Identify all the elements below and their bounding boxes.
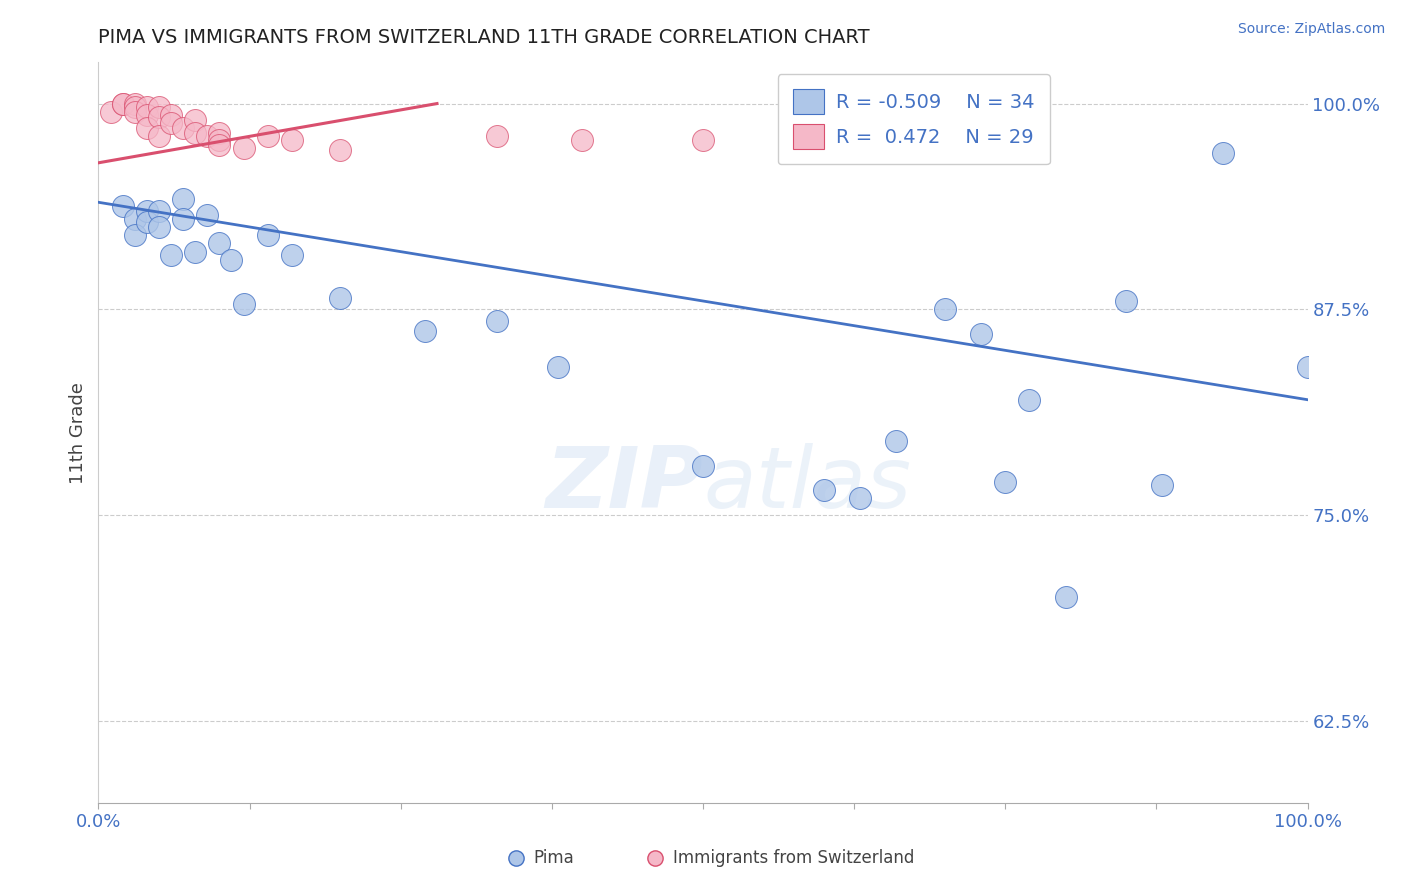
Point xyxy=(148,100,170,114)
Point xyxy=(208,236,231,251)
Point xyxy=(111,198,134,212)
Point xyxy=(135,215,157,229)
Point xyxy=(813,483,835,498)
Point xyxy=(172,121,194,136)
Text: PIMA VS IMMIGRANTS FROM SWITZERLAND 11TH GRADE CORRELATION CHART: PIMA VS IMMIGRANTS FROM SWITZERLAND 11TH… xyxy=(98,28,870,47)
Point xyxy=(281,133,304,147)
Point xyxy=(329,291,352,305)
Point xyxy=(1018,392,1040,407)
Point xyxy=(886,434,908,448)
Point xyxy=(970,326,993,341)
Point xyxy=(172,192,194,206)
Point xyxy=(1054,590,1077,604)
Text: Immigrants from Switzerland: Immigrants from Switzerland xyxy=(672,849,914,867)
Point xyxy=(897,133,920,147)
Point xyxy=(221,252,243,267)
Point xyxy=(100,104,122,119)
Point xyxy=(124,104,146,119)
Point xyxy=(486,129,509,144)
Point xyxy=(160,116,183,130)
Point xyxy=(256,129,278,144)
Point xyxy=(281,248,304,262)
Point xyxy=(148,203,170,218)
Point xyxy=(486,314,509,328)
Point xyxy=(124,211,146,226)
Point xyxy=(135,108,157,122)
Point xyxy=(135,121,157,136)
Point xyxy=(184,113,207,128)
Point xyxy=(195,209,218,223)
Point xyxy=(994,475,1017,489)
Point xyxy=(124,228,146,243)
Point xyxy=(184,126,207,140)
Point xyxy=(124,100,146,114)
Point xyxy=(692,458,714,473)
Point xyxy=(849,491,872,506)
Point xyxy=(413,324,436,338)
Point xyxy=(232,141,254,155)
Point xyxy=(124,96,146,111)
Point xyxy=(148,219,170,234)
Point xyxy=(934,302,956,317)
Point xyxy=(208,126,231,140)
Point xyxy=(111,96,134,111)
Point xyxy=(208,133,231,147)
Text: atlas: atlas xyxy=(703,443,911,526)
Point xyxy=(571,133,593,147)
Point xyxy=(148,110,170,124)
Point xyxy=(692,133,714,147)
Text: Pima: Pima xyxy=(534,849,575,867)
Point xyxy=(148,129,170,144)
Point xyxy=(160,108,183,122)
Text: Source: ZipAtlas.com: Source: ZipAtlas.com xyxy=(1237,22,1385,37)
Point xyxy=(208,137,231,152)
Point xyxy=(195,129,218,144)
Point xyxy=(135,100,157,114)
Point xyxy=(547,359,569,374)
Point xyxy=(111,96,134,111)
Point xyxy=(184,244,207,259)
Point xyxy=(232,297,254,311)
Text: ZIP: ZIP xyxy=(546,443,703,526)
Legend: R = -0.509    N = 34, R =  0.472    N = 29: R = -0.509 N = 34, R = 0.472 N = 29 xyxy=(778,74,1050,164)
Point xyxy=(329,143,352,157)
Point xyxy=(256,228,278,243)
Point xyxy=(1115,293,1137,308)
Point xyxy=(135,203,157,218)
Point xyxy=(1212,145,1234,160)
Point xyxy=(172,211,194,226)
Point xyxy=(1152,478,1174,492)
Y-axis label: 11th Grade: 11th Grade xyxy=(69,382,87,483)
Point xyxy=(160,248,183,262)
Point xyxy=(1296,359,1319,374)
